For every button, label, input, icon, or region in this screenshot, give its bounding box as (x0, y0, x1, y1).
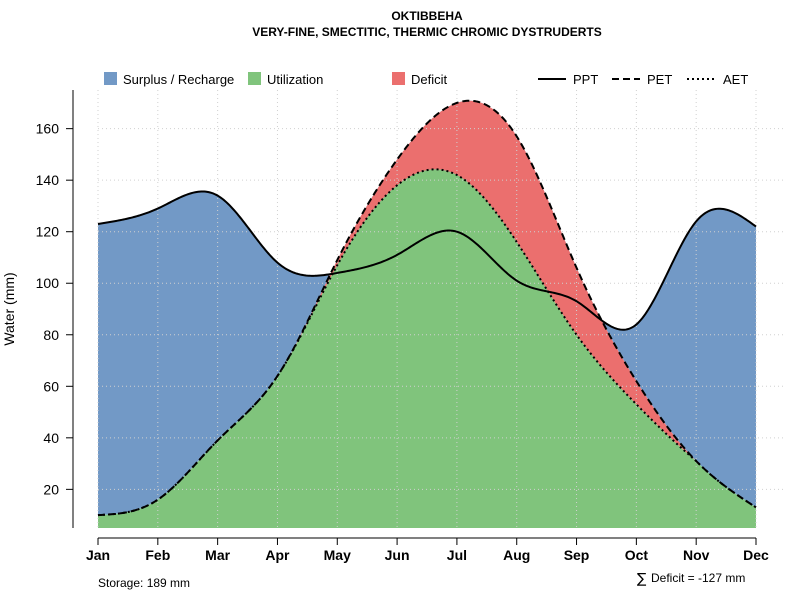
utilization-area (98, 169, 756, 528)
legend: Surplus / Recharge Utilization Deficit P… (104, 72, 748, 87)
pet-line (97, 99, 757, 517)
x-tick-label-oct: Oct (625, 547, 649, 563)
x-tick-label-dec: Dec (743, 547, 769, 563)
x-tick-label-may: May (324, 547, 351, 563)
storage-note: Storage: 189 mm (98, 576, 190, 590)
x-tick-label-jun: Jun (385, 547, 410, 563)
legend-label-ppt: PPT (573, 72, 598, 87)
y-tick-label: 60 (43, 378, 59, 394)
x-axis-ticks: Jan Feb Mar Apr May Jun Jul Aug Sep Oct Nov Dec (86, 538, 769, 563)
legend-label-surplus: Surplus / Recharge (123, 72, 234, 87)
y-tick-label: 40 (43, 430, 59, 446)
x-tick-label-jan: Jan (86, 547, 110, 563)
legend-label-deficit: Deficit (411, 72, 448, 87)
series-lines (97, 99, 757, 517)
y-axis-ticks: 20 40 60 80 100 120 140 160 (36, 121, 73, 497)
y-axis-label: Water (mm) (1, 272, 17, 345)
deficit-total-note: Deficit = -127 mm (651, 571, 745, 585)
ppt-line (97, 190, 757, 331)
legend-label-aet: AET (723, 72, 748, 87)
chart-title: OKTIBBEHA (391, 9, 463, 23)
y-tick-label: 100 (36, 275, 60, 291)
y-tick-label: 80 (43, 327, 59, 343)
x-tick-label-apr: Apr (265, 547, 290, 563)
aet-line (97, 168, 757, 517)
legend-swatch-surplus (104, 72, 117, 85)
grid-layer (97, 90, 786, 528)
y-tick-label: 20 (43, 481, 59, 497)
legend-swatch-deficit (392, 72, 405, 85)
x-tick-label-nov: Nov (683, 547, 710, 563)
y-tick-label: 140 (36, 172, 60, 188)
x-tick-label-feb: Feb (145, 547, 170, 563)
x-tick-label-mar: Mar (205, 547, 230, 563)
x-tick-label-aug: Aug (503, 547, 530, 563)
chart-subtitle: VERY-FINE, SMECTITIC, THERMIC CHROMIC DY… (252, 25, 602, 39)
y-tick-label: 160 (36, 121, 60, 137)
y-tick-label: 120 (36, 224, 60, 240)
area-layer (98, 100, 756, 528)
sigma-symbol: ∑ (637, 571, 647, 587)
x-tick-label-jul: Jul (447, 547, 467, 563)
x-tick-label-sep: Sep (564, 547, 590, 563)
legend-swatch-utilization (248, 72, 261, 85)
legend-label-utilization: Utilization (267, 72, 323, 87)
legend-label-pet: PET (647, 72, 672, 87)
